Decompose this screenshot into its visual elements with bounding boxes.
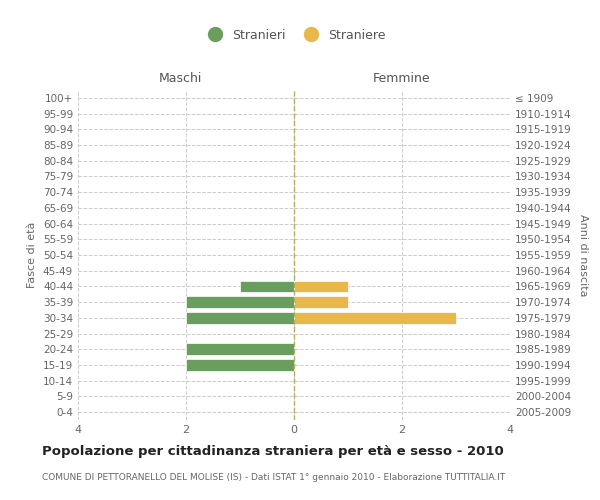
Bar	[186, 296, 294, 308]
Bar	[294, 296, 348, 308]
Bar	[186, 312, 294, 324]
Y-axis label: Anni di nascita: Anni di nascita	[578, 214, 588, 296]
Text: Maschi: Maschi	[159, 72, 203, 85]
Bar	[186, 344, 294, 355]
Legend: Stranieri, Straniere: Stranieri, Straniere	[197, 24, 391, 46]
Bar	[294, 312, 456, 324]
Text: Femmine: Femmine	[373, 72, 430, 85]
Bar	[240, 280, 294, 292]
Bar	[294, 280, 348, 292]
Y-axis label: Fasce di età: Fasce di età	[28, 222, 37, 288]
Bar	[186, 359, 294, 371]
Text: Popolazione per cittadinanza straniera per età e sesso - 2010: Popolazione per cittadinanza straniera p…	[42, 445, 504, 458]
Text: COMUNE DI PETTORANELLO DEL MOLISE (IS) - Dati ISTAT 1° gennaio 2010 - Elaborazio: COMUNE DI PETTORANELLO DEL MOLISE (IS) -…	[42, 472, 505, 482]
